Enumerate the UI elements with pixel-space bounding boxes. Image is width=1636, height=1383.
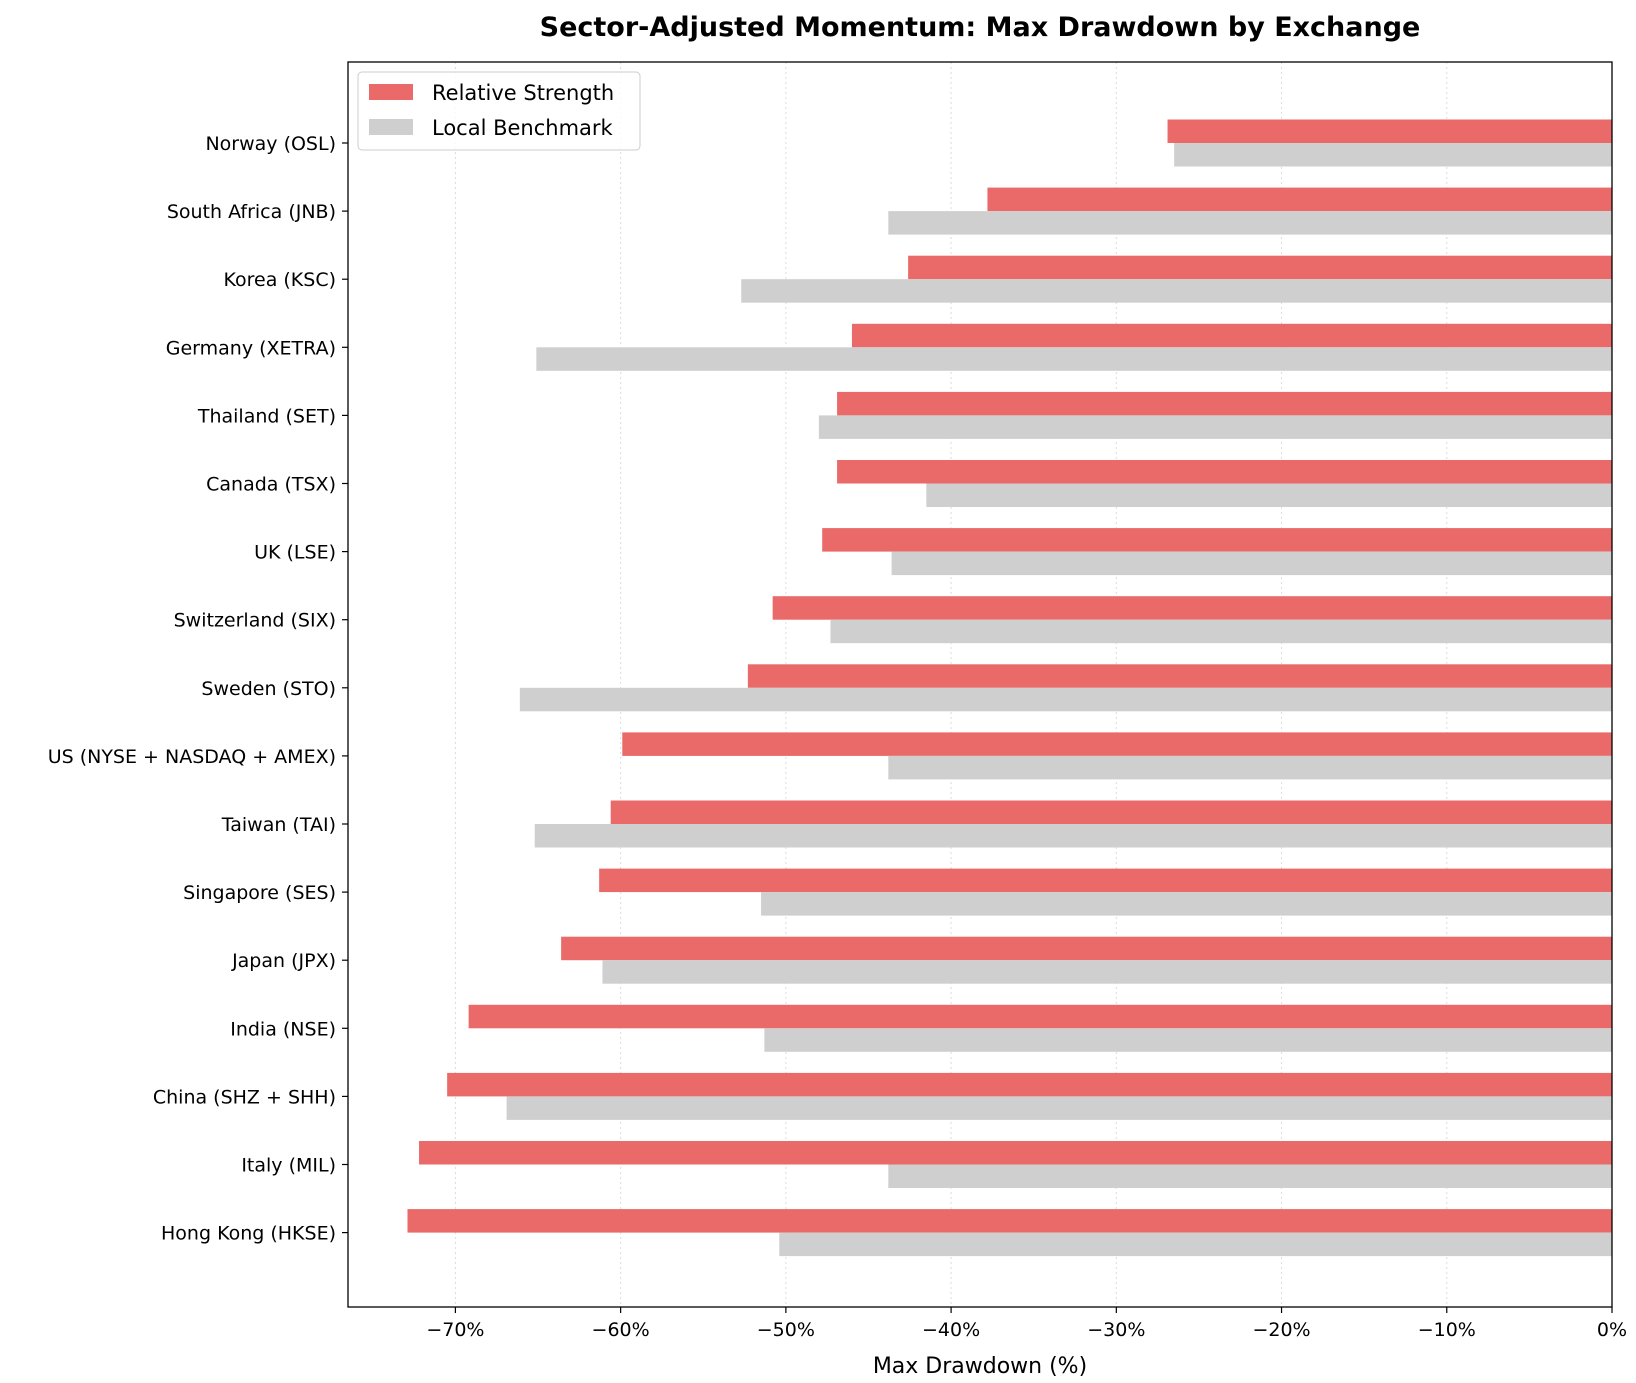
y-tick-label: Hong Kong (HKSE) <box>161 1223 336 1245</box>
y-tick-label: Korea (KSC) <box>223 269 336 291</box>
y-tick-label: Italy (MIL) <box>241 1155 336 1177</box>
bar-local-benchmark <box>506 1096 1612 1120</box>
bar-relative-strength <box>561 936 1613 961</box>
legend-box <box>357 71 641 151</box>
plot-frame <box>347 61 1613 1308</box>
legend-label-local-benchmark: Local Benchmark <box>432 116 614 140</box>
bar-relative-strength <box>851 323 1612 348</box>
x-tick-label: −50% <box>757 1319 815 1341</box>
bar-local-benchmark <box>888 755 1612 780</box>
x-tick-label: −20% <box>1252 1319 1310 1341</box>
bar-local-benchmark <box>602 960 1612 984</box>
bar-local-benchmark <box>891 551 1612 576</box>
bar-relative-strength <box>747 664 1612 688</box>
bar-local-benchmark <box>818 415 1612 439</box>
legend-swatch-local-benchmark <box>369 119 413 135</box>
bar-relative-strength <box>837 460 1612 484</box>
legend-label-relative-strength: Relative Strength <box>432 81 614 105</box>
bar-relative-strength <box>407 1209 1612 1233</box>
y-tick-label: Thailand (SET) <box>197 405 336 427</box>
y-tick-label: Singapore (SES) <box>183 882 336 904</box>
bar-local-benchmark <box>519 687 1612 712</box>
legend-swatch-relative-strength <box>369 84 413 100</box>
x-tick-label: −10% <box>1418 1319 1476 1341</box>
y-tick-label: Germany (XETRA) <box>166 337 336 359</box>
y-tick-label: US (NYSE + NASDAQ + AMEX) <box>48 746 336 768</box>
y-tick-label: Taiwan (TAI) <box>221 814 336 836</box>
bar-local-benchmark <box>536 347 1612 371</box>
y-tick-label: Canada (TSX) <box>206 474 336 496</box>
x-tick-label: 0% <box>1597 1319 1627 1341</box>
bar-relative-strength <box>987 187 1612 212</box>
bar-local-benchmark <box>926 483 1612 507</box>
x-tick-labels: −70% −60% −50% −40% −30% −20% −10% 0% <box>426 1307 1627 1341</box>
bar-local-benchmark <box>764 1028 1612 1052</box>
bar-relative-strength <box>1167 119 1612 143</box>
x-tick-label: −40% <box>922 1319 980 1341</box>
x-axis-label: Max Drawdown (%) <box>873 1354 1087 1379</box>
bar-relative-strength <box>447 1072 1613 1097</box>
y-tick-label: China (SHZ + SHH) <box>153 1086 336 1108</box>
y-tick-label: South Africa (JNB) <box>167 201 336 223</box>
bar-relative-strength <box>837 391 1612 416</box>
y-tick-label: Sweden (STO) <box>201 678 336 700</box>
bar-relative-strength <box>772 596 1612 620</box>
bar-relative-strength <box>610 800 1612 824</box>
bar-local-benchmark <box>1174 143 1612 167</box>
x-tick-label: −60% <box>592 1319 650 1341</box>
y-tick-label: Norway (OSL) <box>205 133 336 155</box>
bars-layer <box>407 119 1613 1257</box>
bar-relative-strength <box>468 1004 1613 1029</box>
legend: Relative Strength Local Benchmark <box>357 71 641 151</box>
bar-local-benchmark <box>779 1232 1612 1257</box>
bar-local-benchmark <box>534 824 1612 848</box>
x-tick-label: −30% <box>1087 1319 1145 1341</box>
bar-local-benchmark <box>830 619 1612 644</box>
x-tick-label: −70% <box>426 1319 484 1341</box>
bar-relative-strength <box>822 528 1612 552</box>
bar-relative-strength <box>908 255 1612 280</box>
y-tick-label: UK (LSE) <box>254 542 336 564</box>
bar-local-benchmark <box>761 892 1612 916</box>
y-tick-label: India (NSE) <box>230 1018 336 1040</box>
y-tick-label: Japan (JPX) <box>231 950 336 972</box>
bar-relative-strength <box>419 1141 1613 1165</box>
bar-local-benchmark <box>888 211 1612 235</box>
chart-title: Sector-Adjusted Momentum: Max Drawdown b… <box>540 12 1421 43</box>
bar-local-benchmark <box>741 279 1612 303</box>
axes-layer <box>347 61 1613 1308</box>
bar-local-benchmark <box>888 1164 1612 1188</box>
bar-relative-strength <box>622 732 1612 756</box>
y-tick-label: Switzerland (SIX) <box>174 610 336 632</box>
y-tick-labels: Norway (OSL) South Africa (JNB) Korea (KSC… <box>48 133 348 1245</box>
bar-relative-strength <box>599 868 1612 893</box>
